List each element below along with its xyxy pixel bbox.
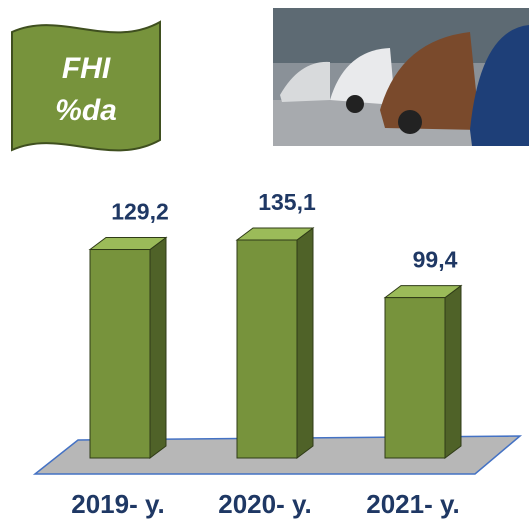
value-label: 129,2	[111, 199, 169, 225]
banner-text: FHI	[62, 52, 111, 85]
banner-text: %da	[55, 94, 117, 127]
x-tick-label: 2019- y.	[71, 489, 164, 519]
bar-side	[149, 236, 167, 459]
photo	[273, 8, 529, 146]
bar	[89, 249, 151, 459]
bar-side	[444, 284, 462, 459]
value-label: 99,4	[413, 247, 458, 273]
bar-side	[296, 227, 314, 459]
bar	[384, 297, 446, 459]
banner	[11, 20, 161, 152]
x-tick-label: 2021- y.	[366, 489, 459, 519]
x-tick-label: 2020- y.	[218, 489, 311, 519]
value-label: 135,1	[258, 189, 316, 215]
bar	[236, 239, 298, 459]
